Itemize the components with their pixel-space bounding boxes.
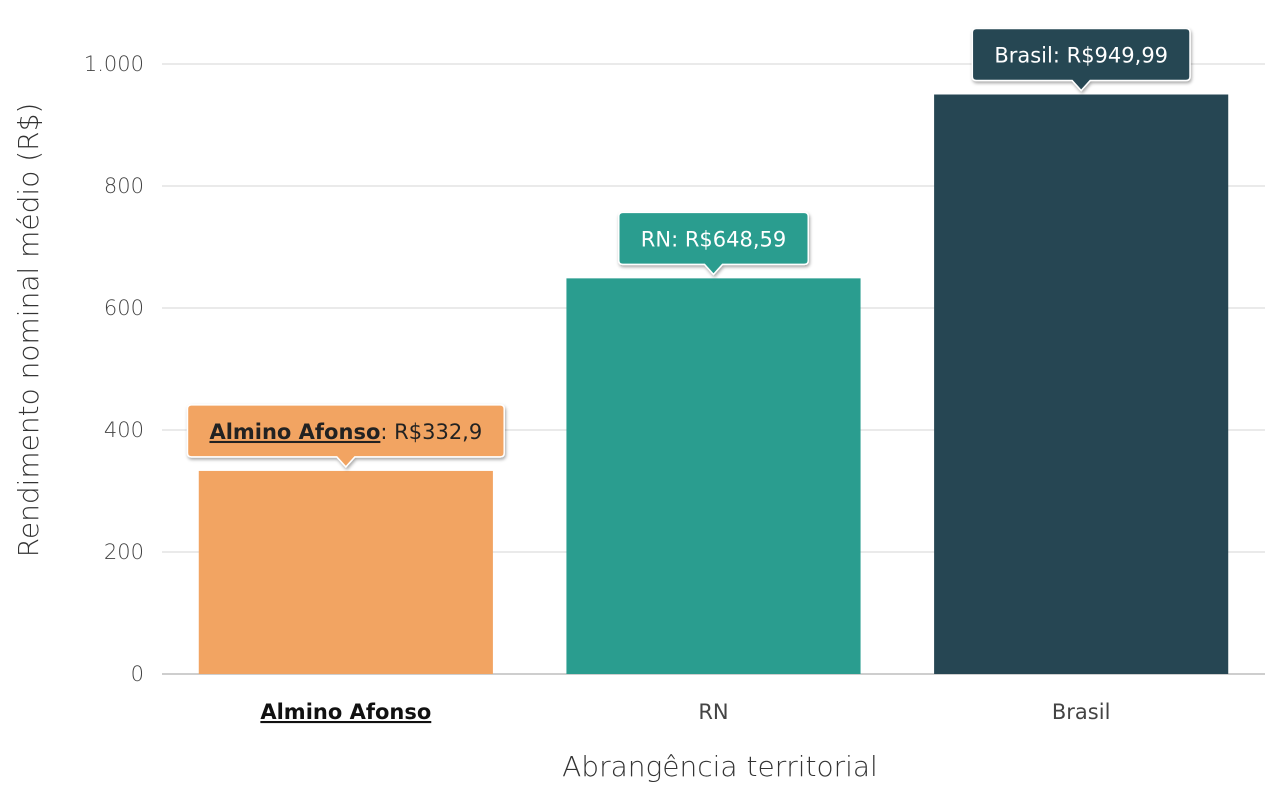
tooltip-value: R$332,9: [394, 420, 482, 444]
y-tick-label: 200: [104, 540, 144, 564]
tooltip-text: Brasil: R$949,99: [994, 44, 1168, 68]
x-category-label: Brasil: [1052, 700, 1111, 724]
tooltip-value: R$949,99: [1067, 44, 1168, 68]
tooltip-separator: :: [380, 420, 394, 444]
value-tooltip: RN: R$648,59: [618, 211, 809, 276]
y-tick-label: 1.000: [84, 52, 144, 76]
tooltip-name: Almino Afonso: [209, 420, 380, 444]
value-tooltips: Almino Afonso: R$332,9 RN: R$648,59 Brasil…: [186, 27, 1191, 469]
y-tick-label: 800: [104, 174, 144, 198]
tooltip-name: RN: [641, 227, 671, 251]
bar-rn[interactable]: [566, 278, 861, 674]
tooltip-box: [618, 211, 809, 276]
bars: [198, 94, 1229, 674]
tooltip-name: Brasil: [994, 44, 1053, 68]
value-tooltip: Brasil: R$949,99: [971, 27, 1191, 92]
tooltip-value: R$648,59: [685, 227, 786, 251]
y-tick-label: 0: [131, 662, 144, 686]
tooltip-text: RN: R$648,59: [641, 227, 787, 251]
x-category-label: Almino Afonso: [260, 700, 431, 724]
y-axis-ticks: 0 200 400 600 800 1.000: [84, 52, 144, 686]
y-tick-label: 400: [104, 418, 144, 442]
bar-brasil[interactable]: [934, 94, 1229, 674]
x-category-label: RN: [698, 700, 728, 724]
tooltip-separator: :: [1053, 44, 1067, 68]
tooltip-separator: :: [671, 227, 685, 251]
value-tooltip: Almino Afonso: R$332,9: [186, 404, 505, 469]
tooltip-box: [186, 404, 505, 469]
tooltip-text: Almino Afonso: R$332,9: [209, 420, 482, 444]
y-axis-title: Rendimento nominal médio (R$): [12, 103, 45, 558]
bar-almino-afonso[interactable]: [198, 470, 493, 674]
x-axis-title: Abrangência territorial: [562, 750, 878, 783]
x-axis-categories: Almino Afonso RN Brasil: [260, 700, 1110, 724]
tooltip-box: [971, 27, 1191, 92]
y-tick-label: 600: [104, 296, 144, 320]
